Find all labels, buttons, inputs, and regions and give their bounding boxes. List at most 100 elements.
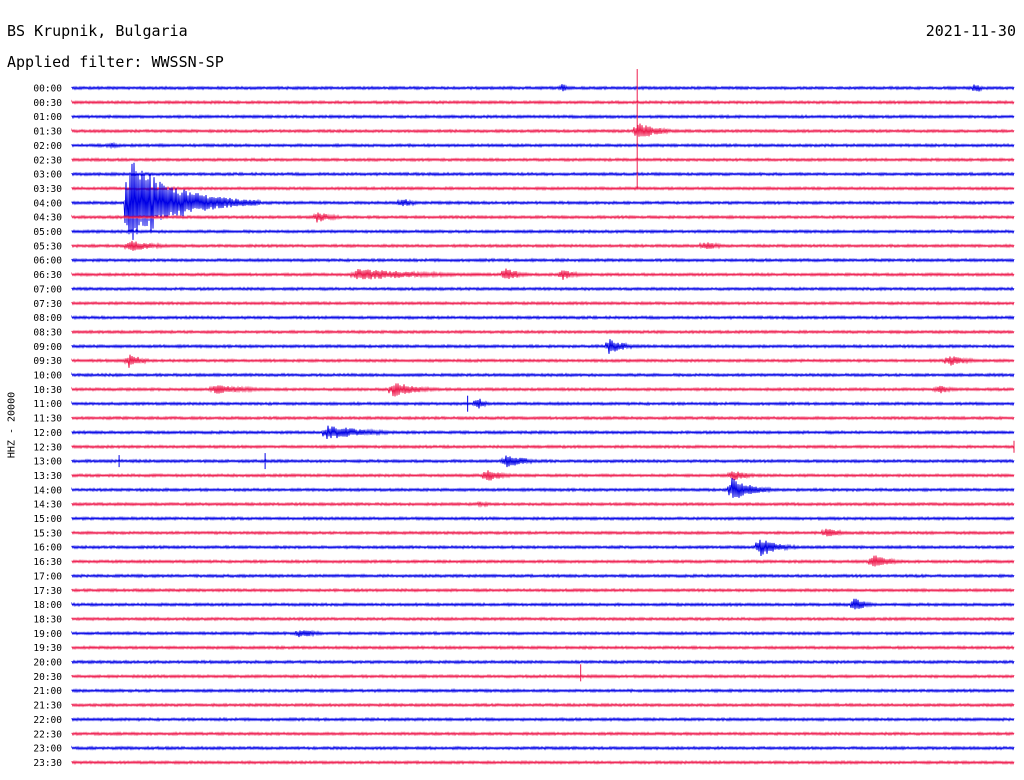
trace-line — [71, 354, 1015, 368]
row-time-label: 13:00 — [33, 457, 62, 468]
trace-line — [71, 673, 1015, 680]
trace-line — [71, 228, 1015, 235]
trace-line — [71, 286, 1015, 292]
row-time-label: 18:00 — [33, 600, 62, 611]
date-label: 2021-11-30 — [925, 22, 1016, 40]
trace-line — [71, 257, 1015, 263]
row-time-label: 08:30 — [33, 327, 62, 338]
row-time-label: 14:30 — [33, 500, 62, 511]
row-time-label: 12:00 — [33, 428, 62, 439]
row-time-label: 23:30 — [33, 758, 62, 769]
row-time-label: 16:00 — [33, 543, 62, 554]
trace-line — [71, 444, 1015, 450]
trace-line — [71, 99, 1015, 105]
row-time-label: 05:00 — [33, 227, 62, 238]
row-time-label: 21:30 — [33, 701, 62, 712]
trace-line — [71, 455, 1015, 468]
row-time-label: 03:00 — [33, 170, 62, 181]
row-time-label: 22:30 — [33, 729, 62, 740]
row-time-label: 00:30 — [33, 98, 62, 109]
row-time-label: 06:30 — [33, 270, 62, 281]
trace-line — [71, 314, 1015, 321]
row-time-label: 00:00 — [33, 84, 62, 95]
trace-line — [71, 329, 1015, 335]
row-time-label: 04:30 — [33, 213, 62, 224]
trace-line — [71, 372, 1015, 378]
row-time-label: 09:00 — [33, 342, 62, 353]
trace-line — [71, 528, 1015, 537]
row-time-label: 06:00 — [33, 256, 62, 267]
row-time-label: 05:30 — [33, 241, 62, 252]
row-time-label: 02:30 — [33, 155, 62, 166]
row-time-label: 23:00 — [33, 744, 62, 755]
row-time-label: 11:30 — [33, 414, 62, 425]
trace-line — [71, 162, 1015, 240]
row-time-label: 21:00 — [33, 686, 62, 697]
row-time-label: 15:30 — [33, 528, 62, 539]
trace-line — [71, 659, 1015, 665]
trace-line — [71, 616, 1015, 622]
trace-line — [71, 123, 1015, 137]
trace-line — [71, 470, 1015, 481]
trace-line — [71, 555, 1015, 567]
trace-line — [71, 500, 1015, 508]
trace-line — [71, 185, 1015, 192]
trace-line — [71, 515, 1015, 522]
row-time-label: 12:30 — [33, 442, 62, 453]
row-time-label: 20:00 — [33, 658, 62, 669]
trace-line — [71, 84, 1015, 92]
trace-line — [71, 114, 1015, 120]
time-label-group: 00:00 00:30 01:00 01:30 02:00 02:30 03:00 03:30… — [33, 84, 62, 769]
row-time-label: 07:30 — [33, 299, 62, 310]
row-time-label: 10:00 — [33, 371, 62, 382]
station-title: BS Krupnik, Bulgaria — [7, 22, 188, 40]
trace-line — [71, 731, 1015, 737]
row-time-label: 03:30 — [33, 184, 62, 195]
row-time-label: 08:00 — [33, 313, 62, 324]
row-time-label: 18:30 — [33, 614, 62, 625]
trace-line — [71, 300, 1015, 306]
row-time-label: 01:00 — [33, 112, 62, 123]
row-time-label: 22:00 — [33, 715, 62, 726]
trace-line — [71, 745, 1015, 751]
trace-line — [71, 759, 1015, 766]
trace-line — [71, 716, 1015, 723]
row-time-label: 13:30 — [33, 471, 62, 482]
row-time-label: 09:30 — [33, 356, 62, 367]
row-time-label: 15:00 — [33, 514, 62, 525]
row-time-label: 19:30 — [33, 643, 62, 654]
row-time-label: 17:00 — [33, 571, 62, 582]
trace-line — [71, 240, 1015, 251]
trace-line — [71, 141, 1015, 150]
trace-line — [71, 573, 1015, 579]
trace-line — [71, 383, 1015, 397]
trace-line — [71, 688, 1015, 694]
row-time-label: 19:00 — [33, 629, 62, 640]
trace-line — [71, 171, 1015, 177]
trace-line — [71, 415, 1015, 421]
row-time-label: 20:30 — [33, 672, 62, 683]
row-time-label: 17:30 — [33, 586, 62, 597]
trace-line — [71, 645, 1015, 651]
row-time-label: 07:00 — [33, 284, 62, 295]
trace-line — [71, 425, 1015, 440]
trace-line — [71, 702, 1015, 708]
trace-line — [71, 598, 1015, 610]
trace-line — [71, 398, 1015, 409]
row-time-label: 11:00 — [33, 399, 62, 410]
trace-line — [71, 212, 1015, 223]
trace-line — [71, 629, 1015, 638]
row-time-label: 04:00 — [33, 198, 62, 209]
row-time-label: 10:30 — [33, 385, 62, 396]
trace-line — [71, 539, 1015, 557]
filter-label: Applied filter: WWSSN-SP — [7, 53, 224, 71]
row-time-label: 02:00 — [33, 141, 62, 152]
row-time-label: 01:30 — [33, 127, 62, 138]
trace-group — [71, 69, 1015, 766]
trace-line — [71, 268, 1015, 280]
row-time-label: 16:30 — [33, 557, 62, 568]
row-time-label: 14:00 — [33, 485, 62, 496]
trace-line — [71, 477, 1015, 498]
trace-line — [71, 587, 1015, 593]
